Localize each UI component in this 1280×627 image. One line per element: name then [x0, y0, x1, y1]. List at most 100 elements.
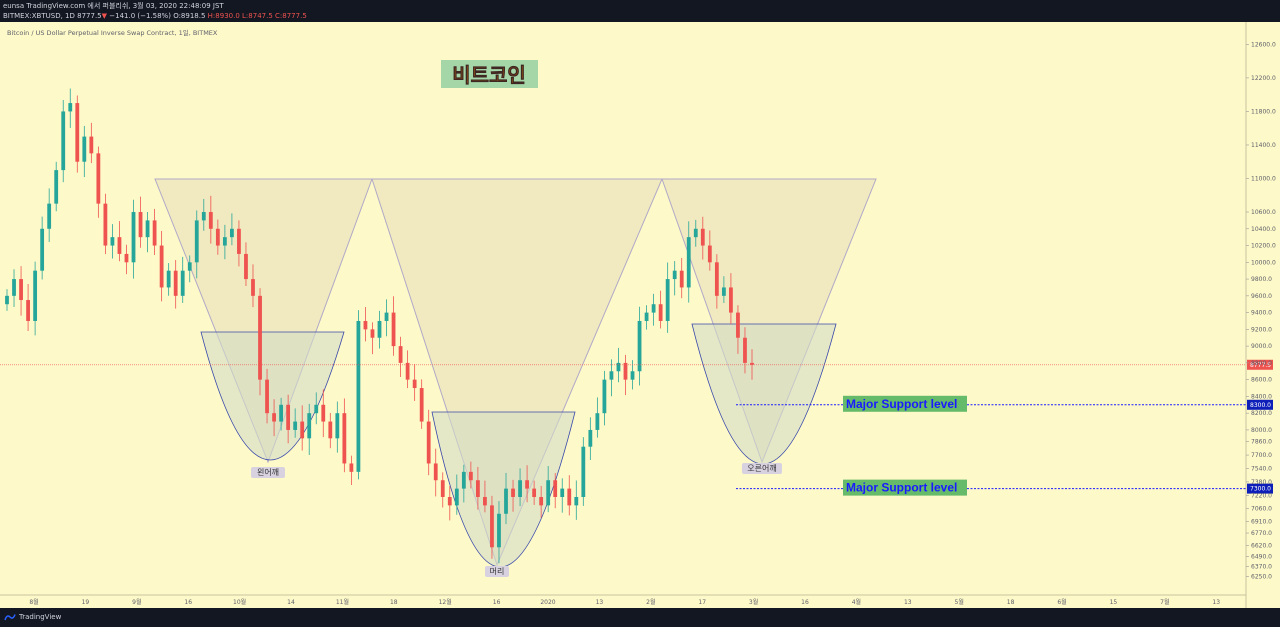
candle-body: [152, 220, 157, 246]
price-axis[interactable]: 6250.0 6370.0 6490.0 6620.0 6770.0 6910.0 7060…: [1245, 22, 1276, 608]
candle-body: [40, 228, 45, 271]
time-tick-label: 13: [1212, 599, 1220, 606]
tradingview-brand[interactable]: TradingView: [4, 613, 61, 621]
ohlc-line: BITMEX:XBTUSD, 1D 8777.5▼ −141.0 (−1.58%…: [3, 11, 307, 21]
candle-body: [693, 228, 698, 238]
candle-body: [349, 463, 354, 472]
tradingview-logo-icon: [4, 614, 16, 621]
open-value: O:8918.5: [173, 12, 206, 20]
candle-body: [159, 245, 164, 288]
pattern-label: 오른어깨: [747, 463, 776, 473]
pattern-label: 머리: [490, 567, 505, 576]
candle-body: [82, 136, 87, 162]
overlays: 8777.5 Major Support level 8300.0 Major Sup…: [0, 359, 1273, 577]
price-tick-label: 10400.0: [1251, 226, 1276, 233]
candle-body: [454, 488, 459, 506]
candle-body: [588, 429, 593, 447]
candle-body: [637, 320, 642, 372]
candle-body: [138, 212, 143, 238]
candle-body: [433, 463, 438, 481]
pattern-label-bg: [742, 463, 782, 474]
candle-body: [307, 413, 312, 439]
candle-body: [405, 362, 410, 380]
time-axis[interactable]: 8월 19 9월 16 10월 14 11월 18 12월 16 2020 13 2월 17 3월 16 4월 1…: [0, 594, 1246, 606]
candle-body: [75, 103, 80, 162]
candle-body: [279, 404, 284, 422]
candle-body: [258, 295, 262, 380]
candle-body: [679, 270, 684, 288]
time-tick-label: 13: [596, 599, 604, 606]
candle-body: [412, 379, 417, 389]
support-price-label: 8300.0: [1250, 402, 1271, 409]
candle-body: [651, 304, 656, 313]
candle-body: [721, 287, 726, 296]
price-tick-label: 8400.0: [1251, 393, 1272, 400]
time-tick-label: 2020: [540, 599, 555, 606]
candle-body: [546, 480, 551, 506]
price-tick-label: 7700.0: [1251, 452, 1272, 459]
candle-body: [321, 404, 326, 422]
price-tick-label: 10600.0: [1251, 209, 1276, 216]
candle-body: [574, 496, 579, 506]
candle-body: [377, 320, 382, 338]
candle-body: [208, 212, 213, 229]
price-tick-label: 7060.0: [1251, 506, 1272, 513]
candle-body: [145, 220, 150, 238]
price-tick-label: 11800.0: [1251, 108, 1276, 115]
right-shoulder-cup: [691, 323, 837, 465]
candle-body: [54, 170, 59, 204]
price-tick-label: 6250.0: [1251, 574, 1272, 581]
time-tick-label: 7월: [1160, 598, 1169, 606]
low-value: L:8747.5: [242, 12, 273, 20]
chart-svg[interactable]: 8777.5 Major Support level 8300.0 Major Sup…: [0, 22, 1280, 608]
price-tick-label: 11000.0: [1251, 175, 1276, 182]
support-label-bg: [843, 479, 967, 496]
candle-body: [736, 312, 740, 338]
price-tick-label: 6620.0: [1251, 543, 1272, 550]
candle-body: [483, 496, 487, 506]
close-value: C:8777.5: [275, 12, 307, 20]
candle-body: [251, 279, 255, 296]
candle-body: [124, 253, 129, 263]
price-tick-label: 12200.0: [1251, 75, 1276, 82]
candle-body: [187, 262, 192, 271]
candle-body: [293, 421, 298, 430]
high-value: H:8930.0: [207, 12, 240, 20]
candle-body: [68, 103, 73, 112]
candle-body: [96, 153, 101, 204]
candle-body: [525, 480, 529, 489]
support-label: Major Support level: [846, 481, 957, 495]
time-tick-label: 17: [698, 599, 706, 606]
candle-body: [272, 413, 276, 422]
candle-body: [33, 270, 38, 321]
price-tick-label: 6770.0: [1251, 530, 1272, 537]
time-tick-label: 12월: [439, 598, 452, 606]
time-tick-label: 16: [801, 599, 809, 606]
price-tick-label: 7380.0: [1251, 479, 1272, 486]
candle-body: [12, 279, 16, 296]
candle-body: [504, 488, 508, 514]
price-tick-label: 9600.0: [1251, 293, 1272, 300]
candle-body: [166, 270, 171, 288]
candle-body: [426, 421, 431, 464]
current-price-badge: [1247, 359, 1273, 370]
candles: [5, 88, 754, 564]
support-price-badge: [1247, 483, 1273, 494]
support-price-badge: [1247, 399, 1273, 410]
candle-body: [237, 228, 241, 254]
candle-body: [222, 237, 227, 246]
candle-body: [658, 304, 663, 321]
brand-label: TradingView: [19, 613, 62, 621]
candle-body: [518, 480, 522, 497]
candle-body: [244, 253, 248, 280]
price-change: −141.0 (−1.58%): [109, 12, 171, 20]
price-tick-label: 8800.0: [1251, 360, 1272, 367]
time-tick-label: 14: [287, 599, 295, 606]
time-tick-label: 2월: [646, 598, 655, 606]
chart-area[interactable]: 8777.5 Major Support level 8300.0 Major Sup…: [0, 22, 1280, 608]
time-tick-label: 18: [390, 599, 398, 606]
candle-body: [595, 413, 600, 430]
price-tick-label: 9200.0: [1251, 326, 1272, 333]
candle-body: [461, 471, 466, 489]
pattern-label-bg: [251, 467, 285, 478]
